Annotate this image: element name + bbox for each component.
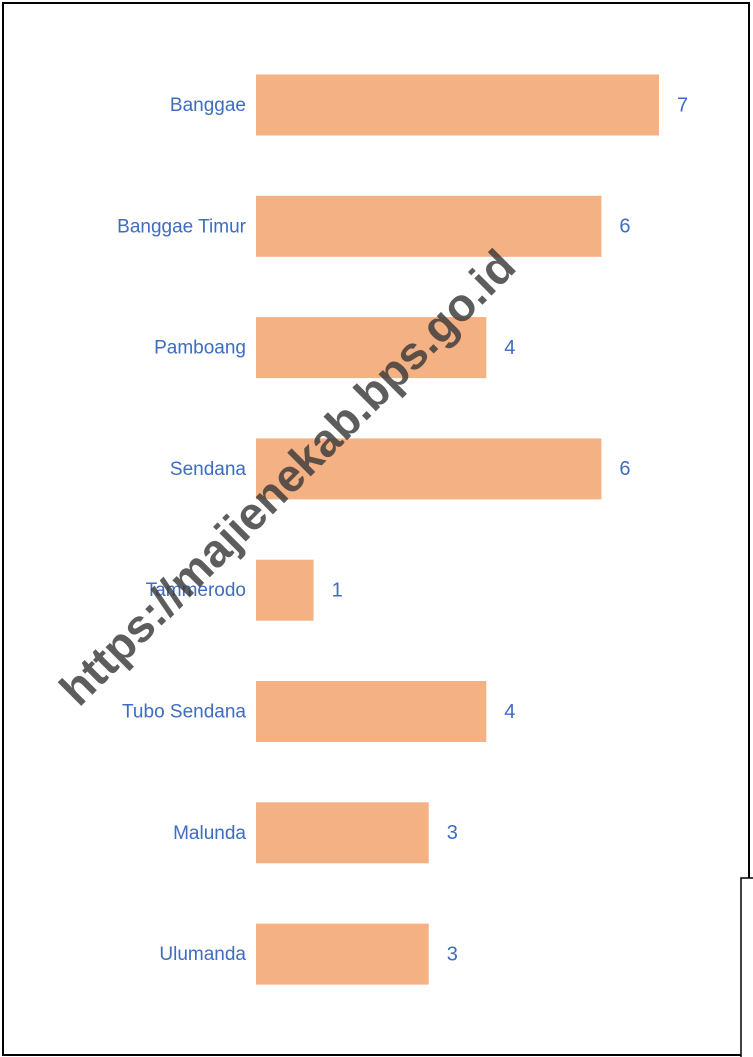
value-label: 3 (447, 822, 458, 844)
plot-area: Banggae 7 Banggae Timur 6 Pamboang 4 Sendana 6 T… (117, 74, 688, 985)
value-label: 4 (504, 337, 515, 359)
category-label: Tubo Sendana (122, 702, 246, 723)
category-label: Malunda (173, 823, 246, 844)
value-label: 3 (447, 943, 458, 965)
value-label: 6 (619, 458, 630, 480)
category-label: Banggae (170, 95, 246, 116)
value-label: 7 (677, 94, 688, 116)
bar (256, 681, 487, 742)
value-label: 1 (332, 579, 343, 601)
category-label: Banggae Timur (117, 216, 247, 237)
bar (256, 74, 659, 136)
bar (256, 802, 429, 864)
bar (256, 559, 314, 621)
category-label: Tammerodo (146, 580, 246, 601)
value-label: 4 (504, 701, 515, 723)
value-label: 6 (619, 216, 630, 238)
bar (256, 923, 429, 985)
bar (256, 195, 602, 257)
side-panel (740, 877, 753, 1057)
category-label: Pamboang (154, 338, 246, 359)
bar (256, 438, 602, 500)
category-label: Sendana (170, 459, 247, 480)
category-label: Ulumanda (159, 944, 246, 965)
bar (256, 317, 487, 379)
